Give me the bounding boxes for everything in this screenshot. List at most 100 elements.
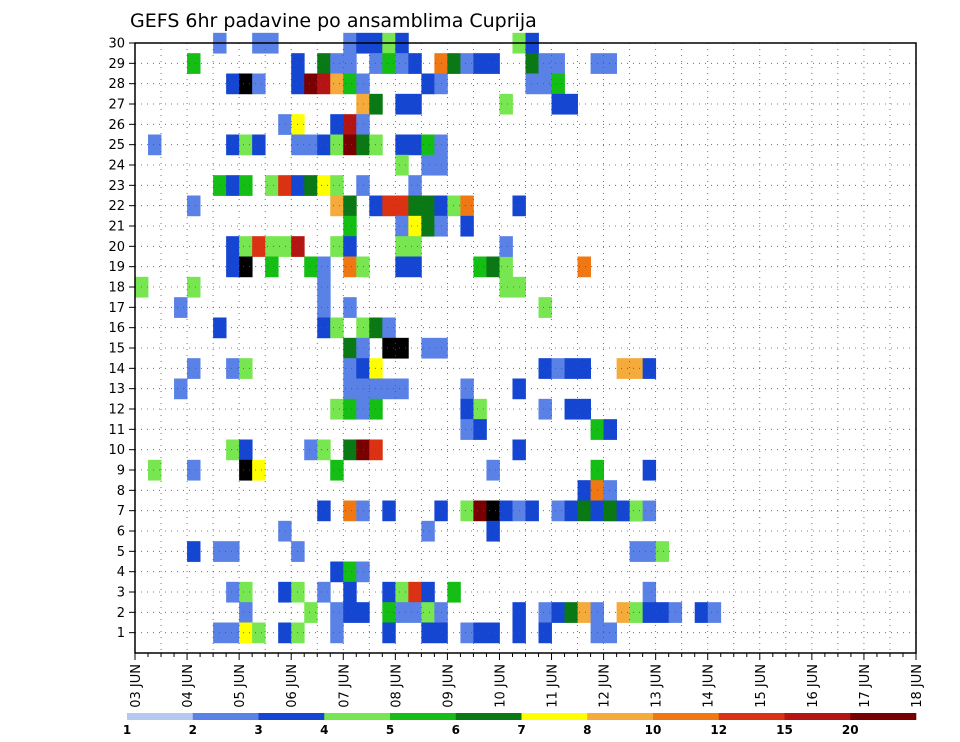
- heatmap-cell: [499, 93, 513, 115]
- colorbar-swatch: [258, 713, 325, 720]
- heatmap-cell: [356, 73, 370, 95]
- heatmap-cell: [226, 256, 240, 278]
- y-tick-label: 5: [117, 545, 125, 560]
- heatmap-cell: [538, 53, 552, 74]
- heatmap-cell: [473, 256, 487, 278]
- y-axis: 1234567891011121314151617181920212223242…: [108, 37, 135, 641]
- heatmap-cell: [278, 175, 292, 196]
- heatmap-cell: [369, 439, 383, 461]
- heatmap-cell: [473, 500, 487, 522]
- colorbar-swatch: [324, 713, 391, 720]
- heatmap-cell: [694, 602, 709, 623]
- heatmap-cell: [486, 53, 500, 74]
- heatmap-cell: [395, 215, 409, 237]
- heatmap-cell: [421, 581, 435, 603]
- x-tick-label: 05 JUN: [233, 664, 248, 708]
- heatmap-cell: [226, 236, 240, 257]
- colorbar-label: 7: [517, 723, 525, 737]
- x-tick-label: 12 JUN: [598, 664, 613, 708]
- heatmap-cell: [239, 439, 253, 461]
- heatmap-cell: [486, 520, 500, 542]
- heatmap-cell: [421, 622, 435, 644]
- heatmap-cell: [421, 195, 435, 217]
- heatmap-cell: [330, 134, 344, 156]
- heatmap-cell: [382, 500, 396, 522]
- heatmap-cell: [343, 134, 357, 156]
- y-tick-label: 12: [108, 403, 125, 418]
- heatmap-cell: [187, 53, 201, 74]
- heatmap-cell: [252, 236, 266, 257]
- heatmap-cell: [499, 500, 513, 522]
- heatmap-cell: [395, 256, 409, 278]
- heatmap-cell: [408, 581, 422, 603]
- heatmap-cell: [356, 134, 370, 156]
- colorbar-label: 15: [776, 723, 793, 737]
- y-tick-label: 29: [108, 57, 125, 72]
- heatmap-cell: [382, 337, 396, 359]
- heatmap-cell: [174, 297, 188, 318]
- heatmap-cell: [616, 358, 631, 379]
- heatmap-cell: [148, 459, 162, 481]
- heatmap-cell: [538, 622, 552, 644]
- heatmap-cell: [460, 419, 474, 440]
- y-tick-label: 17: [108, 301, 125, 316]
- heatmap-cell: [369, 378, 383, 400]
- heatmap-cell: [330, 622, 344, 644]
- heatmap-cell: [499, 276, 513, 298]
- x-tick-label: 14 JUN: [702, 664, 717, 708]
- heatmap-cell: [642, 459, 657, 481]
- y-tick-label: 2: [117, 606, 125, 621]
- heatmap-cell: [356, 439, 370, 461]
- heatmap-cell: [226, 73, 240, 95]
- heatmap-cell: [369, 134, 383, 156]
- heatmap-cell: [473, 622, 487, 644]
- heatmap-cell: [317, 581, 331, 603]
- heatmap-cell: [252, 73, 266, 95]
- y-tick-label: 3: [117, 586, 125, 601]
- heatmap-cell: [460, 398, 474, 420]
- heatmap-cell: [226, 134, 240, 156]
- heatmap-cell: [265, 175, 279, 196]
- heatmap-cell: [564, 358, 578, 379]
- heatmap-cell: [564, 93, 578, 115]
- heatmap-cell: [408, 236, 422, 257]
- x-tick-label: 11 JUN: [546, 664, 561, 708]
- heatmap-cell: [356, 378, 370, 400]
- heatmap-cell: [577, 480, 591, 501]
- colorbar-swatch: [587, 713, 654, 720]
- heatmap-cell: [278, 622, 292, 644]
- heatmap-cell: [629, 602, 644, 623]
- heatmap-cell: [187, 195, 201, 217]
- heatmap-cell: [226, 622, 240, 644]
- heatmap-cell: [382, 317, 396, 339]
- colorbar-label: 12: [710, 723, 727, 737]
- heatmap-cell: [395, 337, 409, 359]
- colorbar-swatch: [127, 713, 194, 720]
- heatmap-cell: [642, 581, 657, 603]
- heatmap-cell: [343, 73, 357, 95]
- heatmap-cell: [460, 195, 474, 217]
- heatmap-cell: [343, 500, 357, 522]
- heatmap-cell: [421, 602, 435, 623]
- heatmap-cell: [551, 602, 565, 623]
- heatmap-cell: [226, 439, 240, 461]
- heatmap-cell: [304, 602, 318, 623]
- y-tick-label: 26: [108, 118, 125, 133]
- heatmap-cell: [226, 541, 240, 562]
- heatmap-cell: [304, 175, 318, 196]
- y-tick-label: 1: [117, 626, 125, 641]
- heatmap-cell: [577, 398, 591, 420]
- heatmap-cell: [343, 581, 357, 603]
- heatmap-cell: [330, 602, 344, 623]
- colorbar-label: 1: [123, 723, 131, 737]
- x-tick-label: 04 JUN: [181, 664, 196, 708]
- heatmap-cell: [382, 195, 396, 217]
- heatmap-cell: [525, 73, 539, 95]
- heatmap-cell: [642, 500, 657, 522]
- heatmap-cell: [486, 622, 500, 644]
- heatmap-cell: [343, 337, 357, 359]
- heatmap-cell: [421, 337, 435, 359]
- y-tick-label: 11: [108, 423, 125, 438]
- heatmap-cell: [395, 378, 409, 400]
